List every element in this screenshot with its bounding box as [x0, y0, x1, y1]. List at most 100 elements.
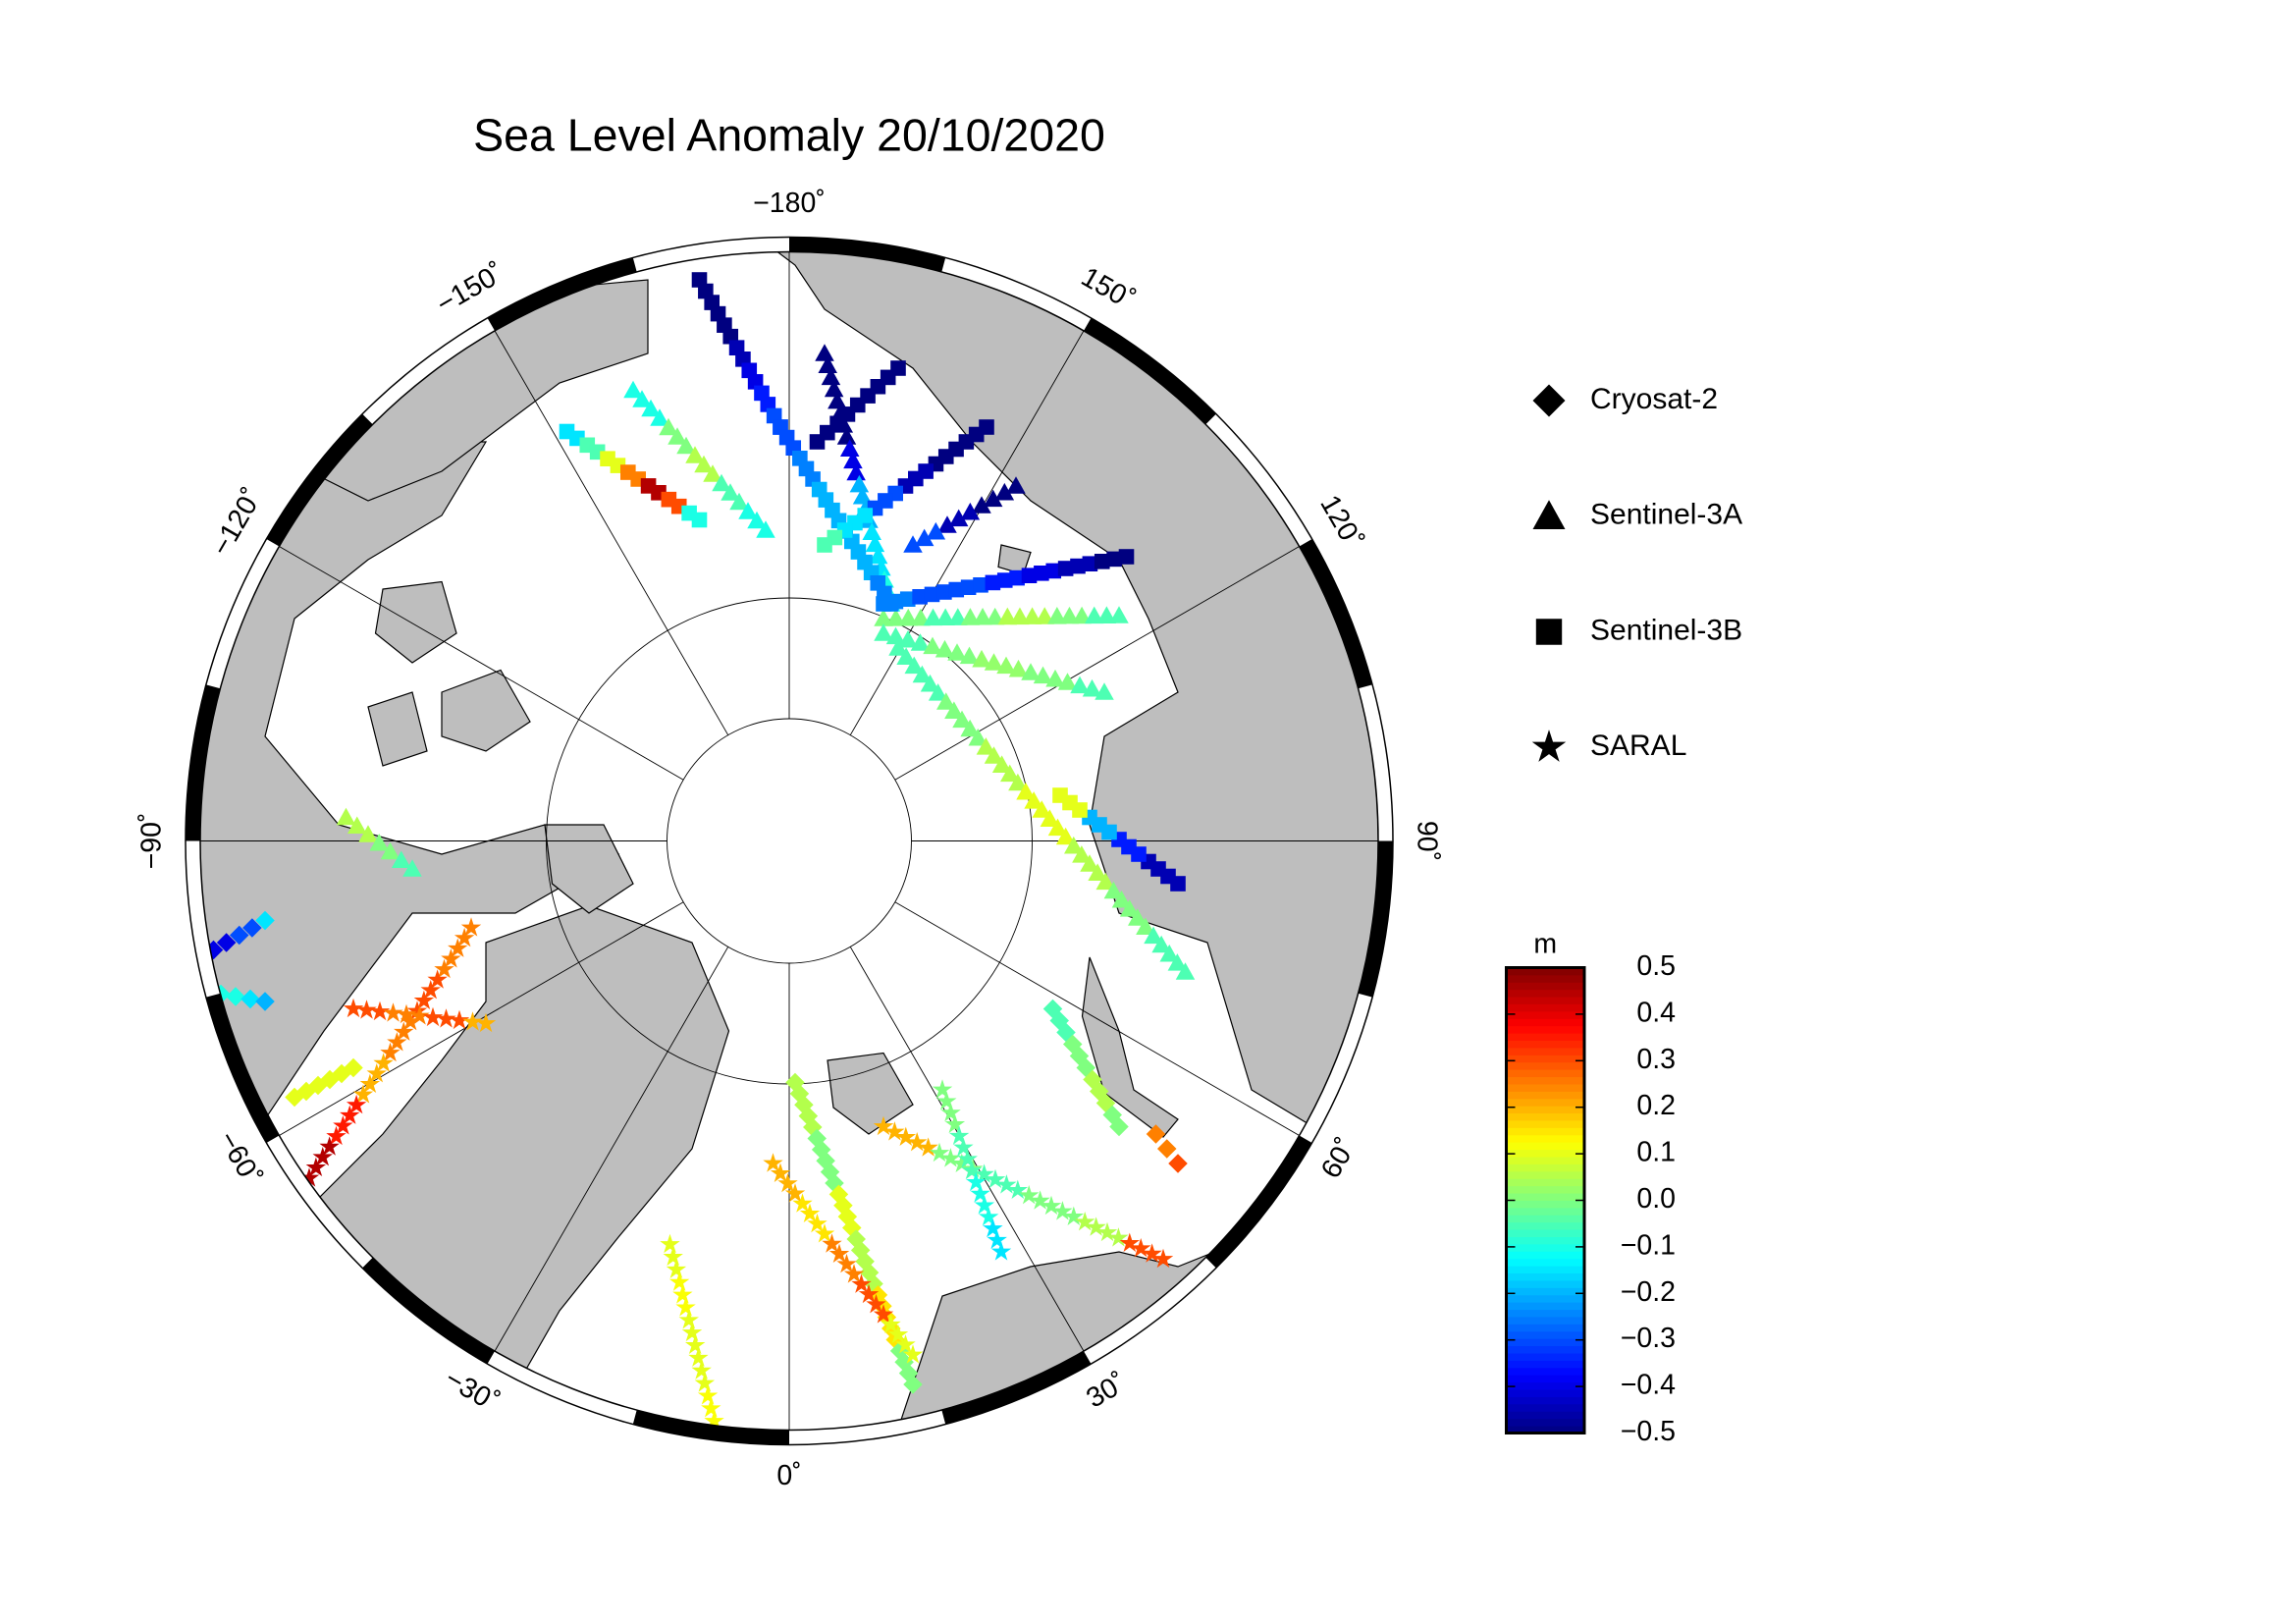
- track-point: [681, 1322, 703, 1342]
- longitude-label: −150˚: [431, 257, 509, 321]
- track-point: [449, 1009, 470, 1030]
- frame-outer: [185, 236, 1394, 1446]
- colorbar-cell: [1506, 1207, 1585, 1216]
- track-point: [255, 992, 275, 1011]
- track-point: [240, 989, 260, 1009]
- track-point: [1024, 791, 1043, 809]
- track-point: [960, 719, 980, 737]
- track-point: [978, 1206, 999, 1226]
- track-point: [369, 1001, 391, 1021]
- colorbar-cell: [1506, 1157, 1585, 1164]
- legend-marker: [1535, 619, 1563, 645]
- colorbar-cell: [1506, 1251, 1585, 1260]
- track-point: [422, 1006, 444, 1027]
- track-point: [1006, 476, 1026, 494]
- track-point: [858, 1283, 880, 1304]
- track-point: [923, 608, 943, 626]
- track-point: [985, 574, 1001, 591]
- track-point: [650, 408, 669, 426]
- track-point: [1096, 606, 1117, 623]
- track-point: [441, 948, 461, 968]
- track-point: [836, 1253, 857, 1273]
- frame-segment: [205, 993, 280, 1143]
- track-point: [1086, 1217, 1106, 1236]
- track-point: [874, 609, 893, 626]
- track-point: [668, 1271, 690, 1291]
- track-point: [934, 639, 955, 658]
- track-point: [873, 1115, 894, 1136]
- track-point: [972, 496, 991, 514]
- colorbar-cell: [1506, 1142, 1585, 1151]
- colorbar-cell: [1506, 1215, 1585, 1223]
- track-point: [961, 1160, 983, 1180]
- track-point: [1109, 1116, 1129, 1137]
- colorbar-tick-label: 0.5: [1636, 950, 1676, 982]
- colorbar-cell: [1506, 1010, 1585, 1019]
- track-point: [948, 509, 969, 527]
- track-point: [396, 1003, 417, 1024]
- meridian: [494, 330, 729, 735]
- track-point: [326, 1125, 347, 1146]
- track-point: [1070, 676, 1090, 694]
- longitude-label: 150˚: [1076, 261, 1140, 316]
- track-point: [951, 1153, 973, 1172]
- track-point: [312, 1147, 333, 1166]
- track-point: [413, 990, 435, 1010]
- track-point: [885, 609, 906, 626]
- track-point: [409, 1005, 430, 1025]
- track-point: [1045, 563, 1062, 579]
- colorbar-cell: [1506, 1287, 1585, 1296]
- track-point: [902, 1344, 924, 1364]
- longitude-label: −180˚: [753, 188, 826, 219]
- track-point: [777, 1172, 798, 1193]
- colorbar-cell: [1506, 1396, 1585, 1405]
- track-point: [460, 917, 482, 937]
- meridian: [279, 901, 684, 1136]
- track-point: [344, 1057, 363, 1078]
- track-point: [959, 646, 980, 665]
- track-point: [912, 589, 928, 605]
- colorbar-cell: [1506, 1330, 1585, 1339]
- track-point: [817, 537, 832, 553]
- track-point: [983, 489, 1003, 508]
- track-point: [923, 636, 942, 655]
- track-point: [756, 520, 775, 538]
- colorbar-cell: [1506, 1426, 1585, 1434]
- colorbar-cell: [1506, 1279, 1585, 1288]
- track-point: [1059, 606, 1080, 624]
- track-point: [907, 1131, 928, 1152]
- colorbar-cell: [1506, 1033, 1585, 1042]
- track-point: [675, 1297, 696, 1317]
- track-point: [1119, 1232, 1141, 1252]
- track-point: [1084, 606, 1104, 624]
- meridian: [894, 901, 1300, 1136]
- track-point: [660, 1233, 680, 1254]
- colorbar-cell: [1506, 1381, 1585, 1390]
- track-point: [1040, 809, 1060, 827]
- frame-segment: [1084, 317, 1216, 425]
- track-point: [1159, 944, 1180, 962]
- track-point: [770, 1163, 791, 1182]
- track-point: [1082, 556, 1098, 571]
- colorbar: m 0.5 0.4 0.3 0.2 0.1 0.0 −0.1 −0.2 −0.3 −0.4 −0.5: [1505, 929, 1676, 1447]
- track-point: [1041, 1195, 1062, 1216]
- colorbar-cell: [1506, 1134, 1585, 1143]
- colorbar-cell: [1506, 1040, 1585, 1049]
- track-point: [966, 1171, 987, 1191]
- track-point: [666, 1259, 687, 1278]
- colorbar-cell: [1506, 1418, 1585, 1427]
- track-point: [1151, 935, 1171, 953]
- track-point: [960, 579, 977, 595]
- track-point: [448, 938, 468, 957]
- track-point: [1021, 568, 1038, 583]
- track-point: [865, 534, 885, 553]
- colorbar-cell: [1506, 982, 1585, 991]
- frame-segment: [632, 1410, 790, 1445]
- track-point: [994, 482, 1015, 501]
- track-point: [937, 515, 957, 533]
- colorbar-cell: [1506, 1061, 1585, 1070]
- longitude-label: 60˚: [1315, 1133, 1362, 1184]
- track-point: [928, 683, 948, 701]
- track-point: [987, 1229, 1007, 1249]
- track-point: [712, 473, 731, 492]
